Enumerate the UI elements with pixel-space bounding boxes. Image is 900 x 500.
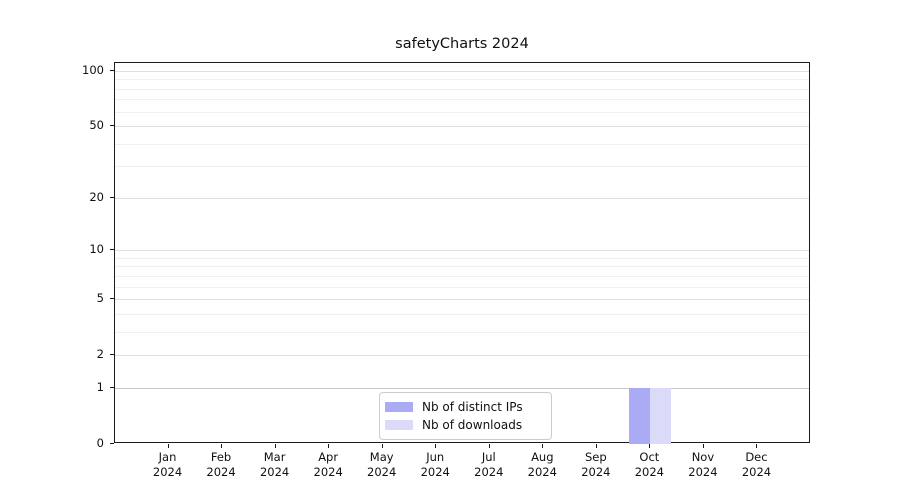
y-tick-5	[110, 298, 114, 300]
legend-swatch-distinct-ips	[385, 402, 413, 412]
gridline-minor-40	[115, 143, 809, 145]
gridline-5	[115, 299, 809, 301]
x-tick-jan	[167, 444, 169, 448]
x-tick-apr	[328, 444, 330, 448]
x-label-year: 2024	[474, 465, 504, 479]
x-label-year: 2024	[420, 465, 450, 479]
chart-title: safetyCharts 2024	[395, 36, 529, 52]
y-tick-50	[110, 125, 114, 127]
x-tick-sep	[595, 444, 597, 448]
gridline-50	[115, 126, 809, 128]
x-tick-label-may: May 2024	[354, 450, 410, 480]
x-tick-aug	[542, 444, 544, 448]
x-label-year: 2024	[527, 465, 557, 479]
y-tick-0	[110, 443, 114, 444]
gridline-1	[115, 387, 809, 389]
gridline-2	[115, 355, 809, 357]
gridline-minor-9	[115, 257, 809, 259]
legend-label-distinct-ips: Nb of distinct IPs	[422, 400, 523, 414]
x-label-year: 2024	[313, 465, 343, 479]
gridline-minor-70	[115, 99, 809, 101]
x-tick-label-nov: Nov 2024	[675, 450, 731, 480]
x-label-month: Jun	[426, 450, 445, 464]
y-tick-label-5: 5	[96, 291, 104, 306]
x-tick-jul	[488, 444, 490, 448]
y-tick-10	[110, 249, 114, 251]
y-tick-label-0: 0	[96, 436, 104, 450]
gridline-minor-60	[115, 111, 809, 113]
x-label-month: Oct	[639, 450, 660, 464]
plot-area	[114, 62, 810, 444]
x-label-year: 2024	[367, 465, 397, 479]
x-label-year: 2024	[741, 465, 772, 479]
x-label-month: Mar	[263, 450, 286, 464]
x-tick-label-apr: Apr 2024	[300, 450, 356, 480]
gridline-minor-4	[115, 313, 809, 315]
legend-swatch-downloads	[385, 420, 413, 430]
x-label-year: 2024	[688, 465, 718, 479]
gridline-100	[115, 71, 809, 72]
x-tick-label-oct: Oct 2024	[621, 450, 677, 480]
x-tick-label-sep: Sep 2024	[568, 450, 624, 480]
gridline-20	[115, 197, 809, 199]
x-label-month: May	[369, 450, 394, 464]
y-tick-100	[110, 70, 114, 71]
y-tick-label-100: 100	[82, 63, 104, 77]
x-tick-nov	[702, 444, 704, 448]
y-tick-label-20: 20	[89, 189, 104, 204]
x-tick-label-aug: Aug 2024	[514, 450, 570, 480]
x-tick-may	[381, 444, 383, 448]
x-tick-label-dec: Dec 2024	[728, 450, 784, 480]
bar-distinct-ips-oct	[629, 387, 651, 444]
x-tick-mar	[274, 444, 276, 448]
gridline-10	[115, 250, 809, 252]
y-tick-1	[110, 386, 114, 388]
x-label-month: Aug	[531, 450, 554, 464]
gridline-minor-80	[115, 88, 809, 90]
x-tick-label-mar: Mar 2024	[247, 450, 303, 480]
legend-item-distinct-ips: Nb of distinct IPs	[385, 398, 543, 416]
bar-downloads-oct	[650, 387, 672, 444]
x-label-month: Sep	[585, 450, 607, 464]
x-label-year: 2024	[581, 465, 611, 479]
y-tick-20	[110, 196, 114, 198]
gridline-minor-30	[115, 166, 809, 168]
gridline-minor-6	[115, 286, 809, 288]
x-tick-label-jun: Jun 2024	[407, 450, 463, 480]
x-tick-oct	[649, 444, 651, 448]
x-tick-label-jul: Jul 2024	[461, 450, 517, 480]
y-tick-label-1: 1	[96, 379, 104, 394]
y-tick-label-50: 50	[89, 118, 104, 133]
x-label-year: 2024	[152, 465, 183, 479]
x-tick-feb	[221, 444, 223, 448]
legend-item-downloads: Nb of downloads	[385, 416, 543, 434]
x-tick-label-feb: Feb 2024	[193, 450, 249, 480]
x-label-year: 2024	[259, 465, 290, 479]
legend: Nb of distinct IPs Nb of downloads	[379, 392, 552, 440]
gridline-minor-8	[115, 266, 809, 268]
x-label-month: Dec	[745, 450, 768, 464]
x-label-month: Jan	[158, 450, 177, 464]
y-tick-label-10: 10	[89, 242, 104, 257]
y-tick-label-2: 2	[96, 347, 104, 362]
y-tick-2	[110, 354, 114, 356]
x-label-month: Nov	[691, 450, 715, 464]
x-tick-dec	[756, 444, 758, 448]
x-tick-jun	[435, 444, 437, 448]
legend-label-downloads: Nb of downloads	[422, 418, 523, 432]
x-tick-label-jan: Jan 2024	[140, 450, 196, 480]
x-label-month: Apr	[318, 450, 339, 464]
gridline-minor-7	[115, 275, 809, 277]
x-label-month: Jul	[481, 450, 496, 464]
x-label-month: Feb	[210, 450, 232, 464]
gridline-minor-3	[115, 331, 809, 333]
x-label-year: 2024	[634, 465, 665, 479]
gridline-minor-90	[115, 79, 809, 81]
x-label-year: 2024	[206, 465, 236, 479]
